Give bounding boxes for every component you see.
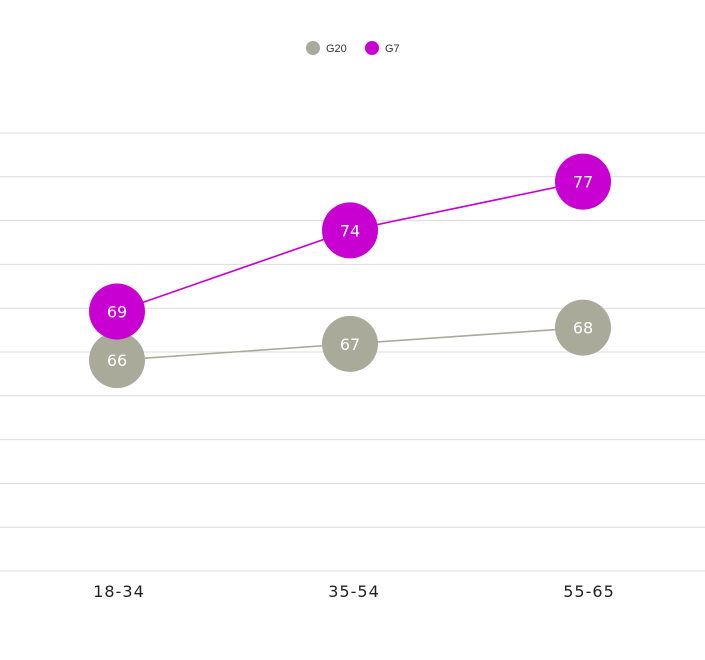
data-label: 68: [573, 319, 593, 338]
data-point-g7-55-65: 77: [555, 153, 611, 210]
legend-item-g20: G20: [306, 41, 347, 55]
data-point-g20-18-34: 66: [89, 332, 145, 389]
x-tick-label: 55-65: [563, 582, 615, 601]
data-point-g7-35-54: 74: [322, 202, 378, 259]
point-marker: [89, 283, 145, 340]
point-marker: [555, 153, 611, 210]
data-points: 66 67 68 69 74 77: [89, 153, 611, 389]
point-marker: [555, 299, 611, 356]
point-marker: [89, 332, 145, 389]
x-tick-label: 35-54: [328, 582, 380, 601]
legend-item-g7: G7: [365, 41, 400, 55]
data-label: 74: [340, 221, 360, 240]
data-point-g20-55-65: 68: [555, 299, 611, 356]
x-tick-label: 18-34: [93, 582, 145, 601]
x-axis-ticks: 18-34 35-54 55-65: [93, 582, 615, 601]
legend-marker-g20: [306, 41, 320, 55]
data-point-g20-35-54: 67: [322, 315, 378, 372]
legend-label-g20: G20: [326, 43, 347, 55]
legend-label-g7: G7: [385, 43, 400, 55]
data-label: 66: [107, 351, 127, 370]
legend: G20 G7: [306, 41, 400, 55]
data-label: 69: [107, 302, 127, 321]
point-marker: [322, 202, 378, 259]
data-label: 77: [573, 173, 593, 192]
data-label: 67: [340, 335, 360, 354]
data-point-g7-18-34: 69: [89, 283, 145, 340]
legend-marker-g7: [365, 41, 379, 55]
point-marker: [322, 315, 378, 372]
